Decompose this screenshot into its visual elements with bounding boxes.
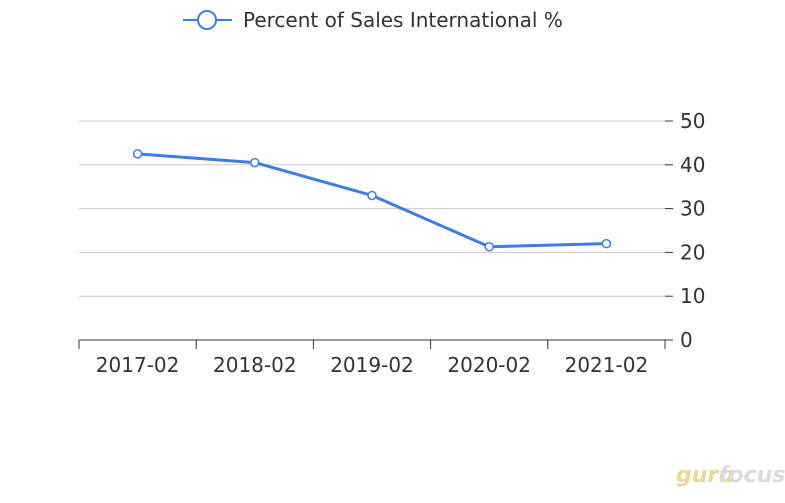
- gurufocus-watermark: guru focus: [676, 463, 785, 488]
- y-tick-label: 20: [680, 240, 705, 264]
- legend[interactable]: Percent of Sales International %: [183, 8, 563, 32]
- data-point[interactable]: [601, 238, 612, 249]
- data-point[interactable]: [367, 190, 377, 201]
- watermark-guru: guru: [676, 463, 734, 488]
- series-layer: [132, 149, 612, 252]
- y-tick-label: 10: [680, 284, 705, 308]
- data-point[interactable]: [484, 241, 494, 252]
- x-tick-label: 2019-02: [330, 353, 414, 377]
- x-tick-label: 2021-02: [565, 353, 649, 377]
- x-tick-label: 2017-02: [96, 353, 180, 377]
- x-tick-label: 2018-02: [213, 353, 297, 377]
- series-line: [136, 152, 608, 249]
- axes: 0 10 20 30 40 50 2017-02 2018-02 2019-02 2020-02 2…: [78, 109, 705, 377]
- y-tick-label: 0: [680, 328, 693, 352]
- data-point[interactable]: [132, 149, 143, 159]
- watermark-focus: focus: [719, 463, 785, 488]
- data-point[interactable]: [250, 157, 260, 168]
- y-tick-label: 40: [680, 153, 705, 177]
- y-tick-label: 50: [680, 109, 705, 133]
- x-tick-label: 2020-02: [447, 353, 531, 377]
- gridlines: [79, 120, 665, 297]
- legend-label: Percent of Sales International %: [243, 8, 563, 32]
- y-tick-label: 30: [680, 197, 705, 221]
- legend-marker-icon: [197, 10, 217, 30]
